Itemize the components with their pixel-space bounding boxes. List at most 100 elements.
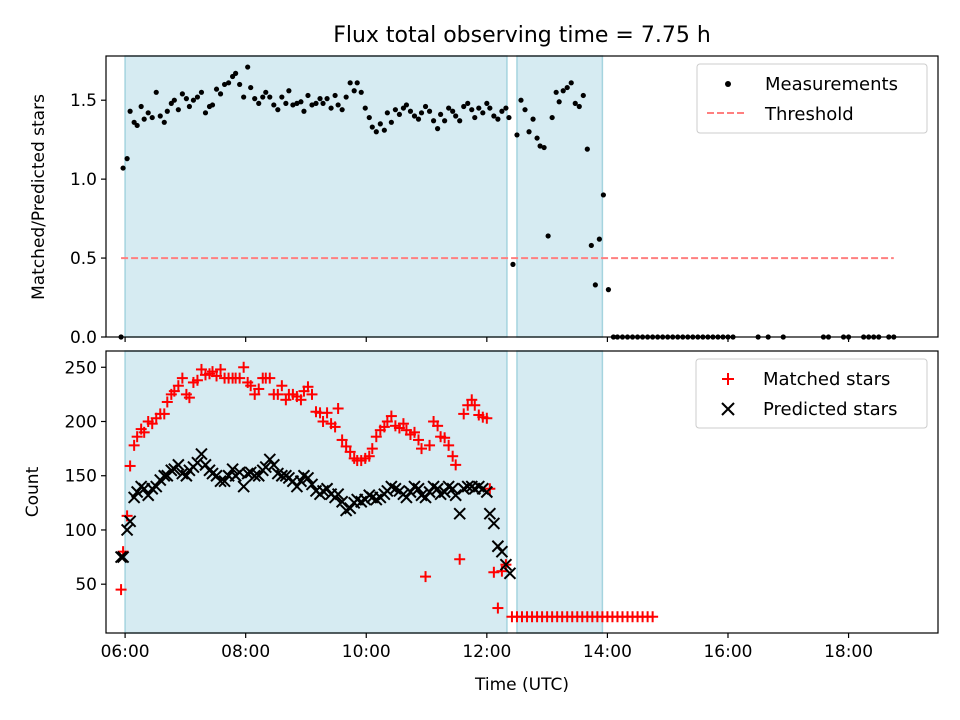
matched-stars-point — [329, 421, 341, 433]
measurements-point — [592, 282, 598, 288]
y-tick-label: 1.5 — [70, 91, 97, 111]
measurements-point — [225, 80, 232, 86]
measurements-point — [503, 105, 509, 111]
predicted-stars-point — [503, 567, 517, 580]
matched-stars-point — [647, 611, 659, 623]
measurements-point — [381, 127, 387, 133]
measurements-point — [164, 108, 170, 114]
predicted-stars-point — [195, 447, 208, 461]
predicted-stars-point — [495, 545, 509, 558]
top-y-axis-label: Matched/Predicted stars — [29, 94, 49, 300]
measurements-point — [328, 105, 334, 111]
measurements-point — [194, 94, 201, 100]
measurements-point — [407, 108, 414, 114]
measurements-point — [522, 107, 528, 113]
predicted-stars-point — [487, 517, 501, 530]
measurements-point — [145, 110, 151, 116]
measurements-point — [461, 103, 467, 110]
matched-stars-point — [439, 432, 451, 444]
legend-threshold-label: Threshold — [764, 104, 854, 125]
predicted-stars-point — [191, 456, 204, 469]
measurements-point — [120, 165, 126, 171]
measurements-point — [369, 124, 375, 130]
predicted-stars-point — [331, 487, 345, 501]
x-tick-label: 10:00 — [342, 642, 391, 662]
y-tick-label: 50 — [75, 575, 97, 595]
legend-predicted-marker — [721, 402, 735, 416]
matched-stars-point — [443, 439, 455, 451]
measurements-point — [506, 114, 512, 121]
measurements-point — [434, 126, 441, 132]
y-tick-label: 1.0 — [70, 170, 97, 190]
measurements-point — [564, 84, 570, 91]
measurements-point — [286, 88, 292, 94]
matched-stars-point — [363, 450, 375, 462]
bottom-legend: Matched stars Predicted stars — [695, 358, 928, 429]
y-tick-label: 200 — [65, 413, 97, 433]
predicted-stars-point — [123, 515, 137, 528]
matched-stars-point — [272, 388, 284, 400]
measurements-point — [426, 108, 433, 114]
measurements-point — [480, 110, 486, 116]
measurements-point — [384, 110, 390, 116]
measurements-point — [153, 89, 159, 95]
measurements-point — [415, 116, 422, 122]
matched-stars-point — [276, 380, 288, 392]
matched-stars-point — [128, 439, 140, 451]
matched-stars-point — [481, 412, 493, 424]
measurements-point — [588, 242, 594, 249]
measurements-point — [518, 97, 524, 103]
measurements-point — [373, 129, 379, 135]
measurements-point — [411, 113, 418, 119]
measurements-point — [343, 94, 349, 100]
measurements-point — [245, 64, 251, 70]
measurements-point — [157, 113, 163, 119]
measurements-point — [324, 96, 330, 102]
measurements-point — [186, 103, 193, 110]
measurements-point — [309, 102, 315, 108]
matched-stars-point — [447, 450, 459, 462]
matched-stars-point — [370, 431, 382, 443]
measurements-point — [545, 233, 551, 239]
predicted-stars-point — [214, 474, 227, 488]
x-axis-label: Time (UTC) — [474, 675, 569, 695]
measurements-point — [499, 108, 505, 114]
matched-stars-point — [321, 407, 333, 419]
measurements-point — [422, 103, 429, 110]
measurements-point — [430, 118, 437, 124]
predicted-stars-point — [114, 550, 128, 564]
measurements-point — [179, 91, 185, 97]
predicted-stars-point — [499, 558, 513, 571]
measurements-point — [271, 102, 277, 108]
legend-measurements-label: Measurements — [765, 74, 898, 95]
measurements-point — [377, 121, 383, 127]
measurements-point — [339, 107, 345, 113]
matched-stars-point — [234, 372, 246, 384]
measurements-point — [568, 80, 574, 86]
measurements-point — [396, 111, 403, 118]
measurements-point — [138, 103, 144, 110]
top-data-marks — [118, 64, 897, 340]
bottom-panel: 06:00 08:00 10:00 12:00 14:00 16:00 18:00 50 10… — [23, 350, 939, 695]
matched-stars-point — [420, 571, 432, 583]
measurements-point — [605, 287, 612, 293]
predicted-stars-point — [446, 482, 459, 495]
measurements-point — [313, 100, 319, 106]
measurements-point — [392, 107, 398, 113]
predicted-stars-point — [453, 507, 466, 520]
measurements-point — [124, 156, 130, 162]
y-tick-label: 100 — [65, 521, 97, 541]
measurements-point — [418, 110, 425, 116]
measurements-point — [290, 102, 296, 108]
legend-matched-marker — [722, 373, 734, 385]
measurements-point — [213, 86, 220, 92]
measurements-point — [362, 105, 368, 111]
measurements-point — [537, 143, 543, 149]
top-x-ticks — [124, 337, 850, 342]
measurements-point — [484, 100, 490, 106]
predicted-stars-point — [120, 523, 134, 537]
predicted-stars-point — [305, 478, 319, 491]
matched-stars-point — [416, 443, 428, 455]
matched-stars-point — [454, 553, 466, 565]
